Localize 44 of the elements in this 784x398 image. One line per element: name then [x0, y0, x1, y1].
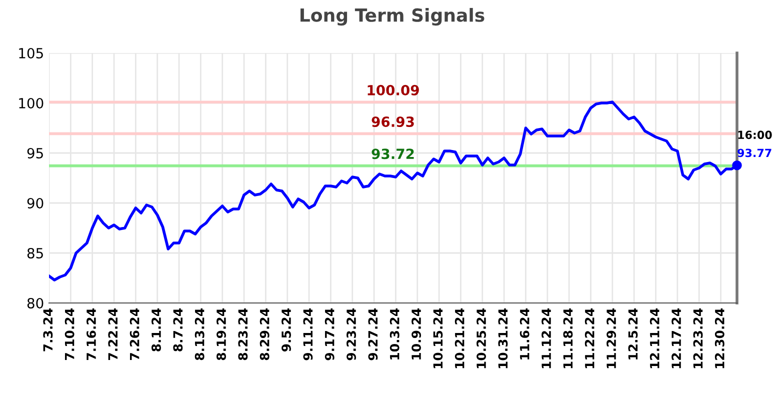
chart-title: Long Term Signals — [300, 8, 484, 26]
x-tick-label: 7.3.24 — [43, 308, 53, 352]
text: 93.77 — [738, 148, 772, 158]
x-tick-label: 12.5.24 — [628, 308, 638, 360]
x-tick-label: 8.13.24 — [194, 308, 204, 360]
x-tick-label: 11.29.24 — [606, 308, 616, 368]
x-tick-label: 10.21.24 — [454, 308, 464, 368]
x-tick-label: 9.17.24 — [324, 308, 334, 360]
x-tick-label: 12.23.24 — [693, 308, 703, 368]
x-tick-label: 12.17.24 — [672, 308, 681, 368]
x-tick-label: 11.6.24 — [520, 308, 530, 360]
x-tick-label: 12.30.24 — [714, 308, 724, 368]
x-tick-label: 11.18.24 — [563, 308, 573, 368]
x-tick-label: 9.11.24 — [303, 308, 313, 360]
x-tick-label: 11.12.24 — [542, 308, 551, 368]
x-tick-label: 7.26.24 — [130, 308, 140, 360]
x-tick-label: 10.9.24 — [412, 308, 422, 360]
y-tick-label: 80 — [27, 298, 44, 308]
x-tick-label: 7.10.24 — [64, 308, 74, 360]
x-tick-label: 8.23.24 — [238, 308, 248, 360]
x-tick-label: 7.16.24 — [86, 308, 96, 360]
x-tick-label: 10.15.24 — [433, 308, 443, 368]
x-tick-label: 10.3.24 — [390, 308, 400, 360]
x-tick-label: 8.19.24 — [216, 308, 226, 360]
y-tick-label: 85 — [27, 248, 43, 258]
y-tick-label: 90 — [27, 198, 44, 208]
ref-line-label: 96.93 — [372, 116, 414, 128]
x-tick-label: 9.27.24 — [368, 308, 378, 360]
x-tick-label: 10.31.24 — [498, 308, 508, 368]
ref-line-label: 100.09 — [368, 84, 419, 96]
x-tick-label: 11.22.24 — [584, 308, 594, 368]
x-tick-label: 10.25.24 — [476, 308, 486, 368]
text: 16:00 — [738, 130, 772, 140]
x-tick-label: 8.1.24 — [152, 308, 161, 352]
ref-line-label: 93.72 — [372, 148, 414, 160]
x-tick-label: 12.11.24 — [650, 308, 660, 368]
x-tick-label: 8.29.24 — [260, 308, 270, 360]
x-tick-label: 9.23.24 — [346, 308, 356, 360]
y-tick-label: 95 — [27, 148, 43, 158]
x-tick-label: 8.7.24 — [173, 308, 183, 352]
y-tick-label: 105 — [19, 48, 43, 58]
x-tick-label: 7.22.24 — [108, 308, 118, 360]
x-tick-label: 9.5.24 — [282, 308, 291, 352]
y-tick-label: 100 — [19, 98, 44, 108]
